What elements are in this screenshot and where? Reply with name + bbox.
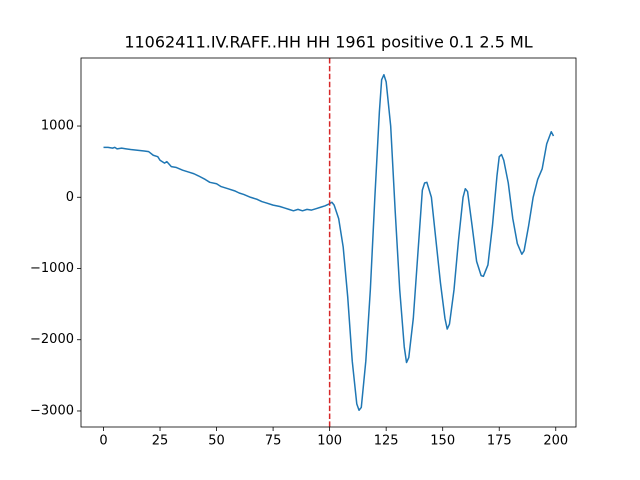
x-tick-label: 75: [265, 434, 282, 449]
data-line: [103, 73, 555, 412]
x-tick-label: 175: [487, 434, 512, 449]
chart-title: 11062411.IV.RAFF..HH HH 1961 positive 0.…: [124, 33, 532, 52]
y-tick-label: 0: [66, 190, 74, 205]
y-tick-label: 1000: [41, 119, 74, 134]
plot-frame: [80, 57, 577, 428]
y-tick-label: −1000: [30, 261, 74, 276]
y-tick-label: −3000: [30, 403, 74, 418]
y-tick-label: −2000: [30, 332, 74, 347]
x-tick-label: 50: [208, 434, 225, 449]
x-tick-label: 25: [152, 434, 169, 449]
x-tick-label: 150: [430, 434, 455, 449]
x-tick-label: 0: [99, 434, 107, 449]
x-tick-label: 125: [374, 434, 399, 449]
x-tick-label: 200: [543, 434, 568, 449]
x-tick-label: 100: [317, 434, 342, 449]
